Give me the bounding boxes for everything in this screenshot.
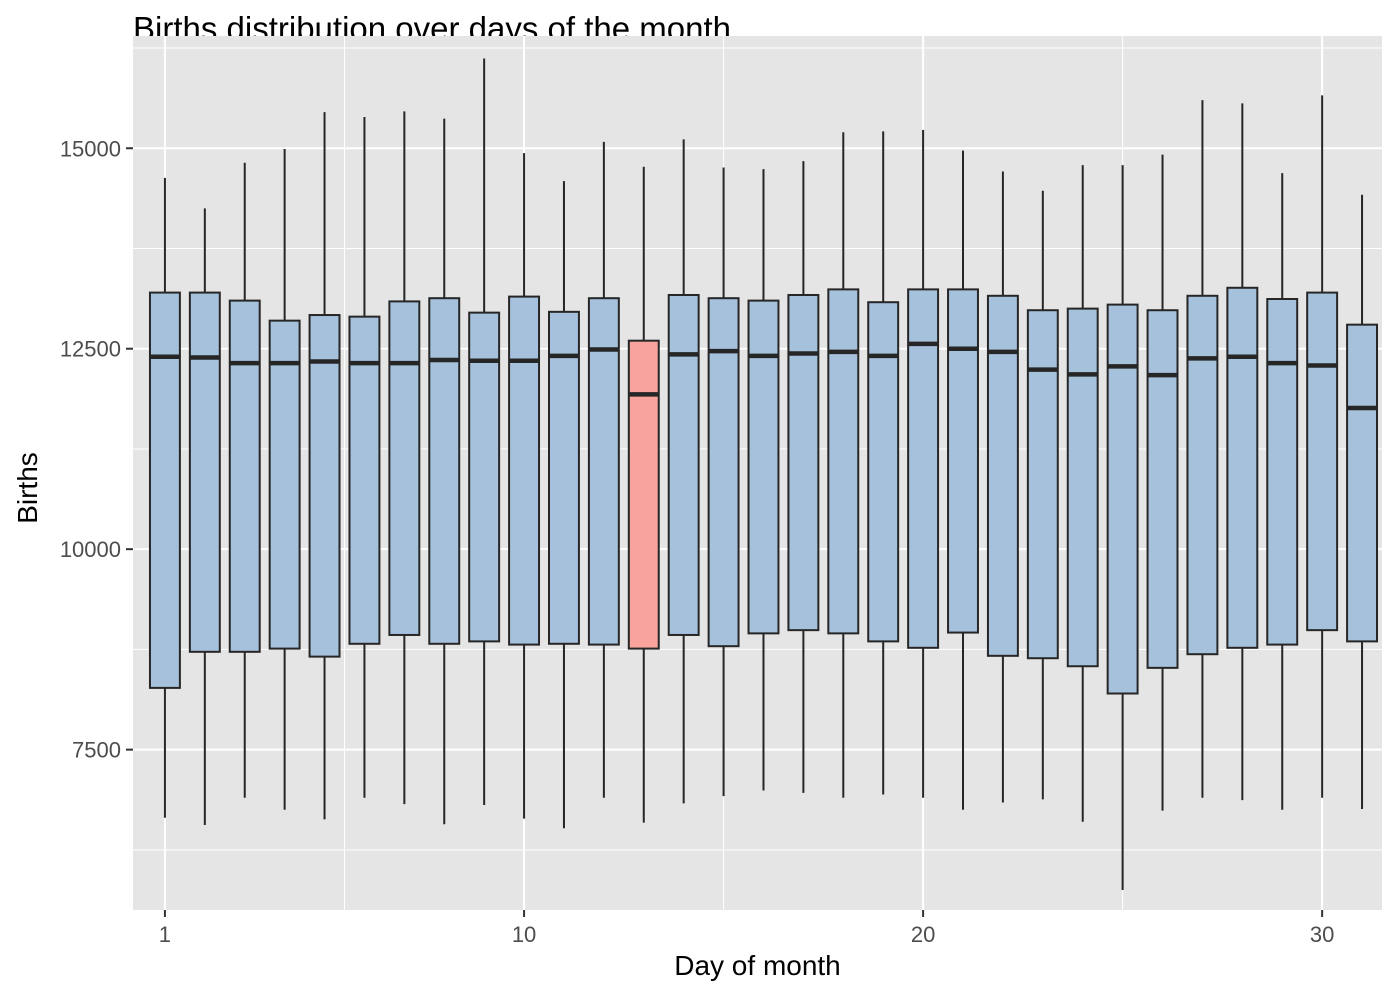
box-day-2 [188, 208, 221, 826]
y-tick-label: 10000 [60, 537, 121, 562]
box-day-20 [907, 129, 940, 798]
box-day-21 [947, 150, 979, 810]
box-iqr [627, 339, 660, 650]
box-iqr [508, 295, 541, 646]
box-day-11 [548, 181, 580, 829]
box-iqr [148, 291, 181, 689]
box-iqr [348, 315, 381, 645]
box-iqr [1266, 298, 1299, 646]
box-iqr [388, 300, 421, 636]
box-day-24 [1066, 165, 1099, 822]
box-day-30 [1306, 95, 1339, 798]
box-iqr [986, 294, 1019, 657]
box-day-4 [268, 149, 301, 810]
x-axis: 1 10 20 30 [159, 910, 1334, 947]
box-iqr [548, 310, 580, 645]
box-day-15 [707, 167, 740, 797]
box-day-19 [867, 131, 900, 795]
box-iqr [1066, 307, 1099, 668]
box-iqr [1186, 294, 1219, 656]
y-tick-label: 7500 [72, 738, 121, 763]
box-iqr [587, 297, 620, 646]
box-iqr [1146, 309, 1179, 669]
box-iqr [1106, 303, 1139, 695]
x-axis-label: Day of month [674, 950, 841, 981]
box-series [148, 58, 1379, 890]
box-day-13 [627, 166, 660, 823]
box-iqr [228, 299, 261, 653]
box-iqr [1306, 291, 1339, 632]
box-day-22 [986, 171, 1019, 803]
box-day-8 [428, 118, 461, 825]
box-iqr [827, 288, 860, 635]
box-day-6 [348, 116, 381, 798]
box-iqr [947, 288, 979, 634]
box-day-12 [587, 141, 620, 798]
box-iqr [268, 319, 301, 650]
box-iqr [308, 314, 341, 658]
box-day-25 [1106, 165, 1139, 890]
box-day-18 [827, 132, 860, 798]
box-iqr [707, 297, 740, 648]
box-iqr [1346, 323, 1379, 643]
y-axis-label: Births [12, 452, 43, 524]
box-iqr [747, 299, 780, 635]
box-day-7 [388, 111, 421, 805]
y-tick-label: 15000 [60, 136, 121, 161]
box-iqr [188, 291, 221, 653]
box-day-16 [747, 169, 780, 791]
box-day-9 [468, 58, 501, 805]
box-iqr [468, 311, 501, 643]
box-day-5 [308, 112, 341, 820]
box-day-14 [667, 139, 700, 804]
box-day-31 [1346, 194, 1379, 809]
box-iqr [1226, 286, 1259, 649]
y-axis: 7500 10000 12500 15000 [60, 136, 133, 763]
box-iqr [787, 293, 820, 632]
box-day-23 [1026, 190, 1059, 800]
box-day-28 [1226, 103, 1259, 801]
box-day-26 [1146, 154, 1179, 811]
x-tick-label: 1 [159, 922, 171, 947]
box-day-3 [228, 162, 261, 798]
box-day-17 [787, 161, 820, 793]
box-iqr [1026, 309, 1059, 660]
box-day-1 [148, 177, 181, 818]
x-tick-label: 20 [911, 922, 935, 947]
box-day-27 [1186, 100, 1219, 798]
box-day-29 [1266, 173, 1299, 810]
box-day-10 [508, 153, 541, 819]
box-iqr [907, 288, 940, 649]
x-tick-label: 30 [1310, 922, 1334, 947]
y-tick-label: 12500 [60, 337, 121, 362]
x-tick-label: 10 [512, 922, 536, 947]
box-iqr [428, 297, 461, 645]
box-iqr [867, 301, 900, 643]
box-iqr [667, 293, 700, 636]
